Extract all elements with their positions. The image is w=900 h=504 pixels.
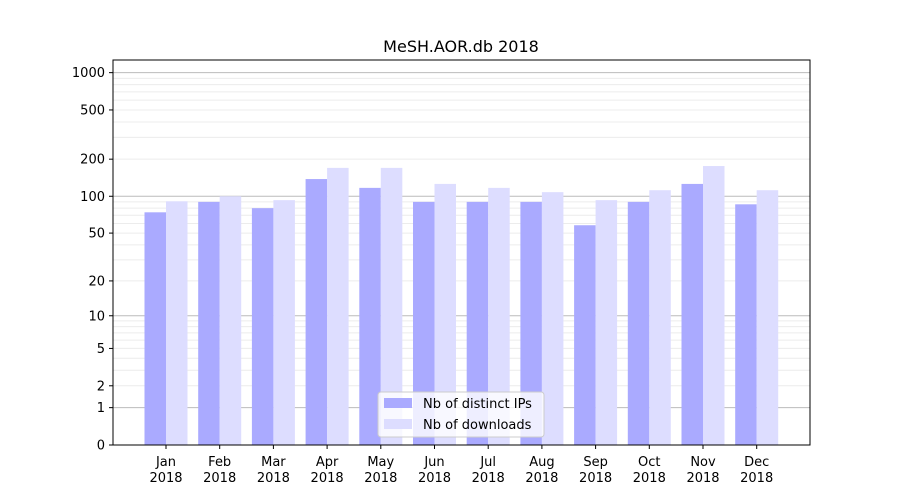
bar-distinct-ips bbox=[305, 179, 328, 445]
bar-distinct-ips bbox=[627, 201, 650, 445]
y-axis: 0 1 2 5 10 20 50 100 200 500 1000 bbox=[72, 66, 113, 454]
y-tick-label: 500 bbox=[80, 103, 105, 118]
bar-downloads bbox=[434, 183, 456, 445]
legend-box bbox=[377, 391, 545, 438]
bar-distinct-ips bbox=[520, 201, 542, 445]
legend-label-downloads: Nb of downloads bbox=[423, 418, 532, 433]
bar-downloads bbox=[488, 187, 510, 445]
bar-downloads bbox=[219, 196, 242, 445]
bar-distinct-ips bbox=[413, 201, 435, 445]
bar-distinct-ips bbox=[735, 204, 757, 445]
x-tick-label: Nov 2018 bbox=[686, 455, 719, 486]
y-tick-label: 0 bbox=[97, 439, 105, 454]
bar-downloads bbox=[756, 190, 779, 445]
bar-distinct-ips bbox=[198, 201, 220, 445]
bar-distinct-ips bbox=[574, 225, 596, 445]
y-tick-label: 5 bbox=[97, 342, 105, 357]
y-tick-label: 2 bbox=[97, 379, 105, 394]
x-tick-label: Dec 2018 bbox=[740, 455, 773, 486]
y-tick-label: 20 bbox=[88, 274, 105, 289]
legend-label-ips: Nb of distinct IPs bbox=[423, 397, 532, 412]
x-tick-label: Jul 2018 bbox=[472, 455, 505, 486]
legend-swatch-ips bbox=[384, 398, 412, 408]
x-tick-label: Feb 2018 bbox=[203, 455, 236, 486]
x-tick-label: Apr 2018 bbox=[311, 455, 344, 486]
legend: Nb of distinct IPs Nb of downloads bbox=[377, 391, 545, 438]
x-tick-label: Jun 2018 bbox=[418, 455, 451, 486]
bar-downloads bbox=[649, 190, 671, 445]
plot-frame bbox=[112, 59, 811, 446]
y-tick-label: 1 bbox=[97, 401, 105, 416]
bar-downloads bbox=[541, 192, 564, 445]
y-tick-label: 100 bbox=[80, 190, 105, 205]
bar-distinct-ips bbox=[466, 201, 489, 445]
x-tick-label: May 2018 bbox=[364, 455, 397, 486]
bar-downloads bbox=[595, 200, 618, 445]
x-tick-label: Oct 2018 bbox=[633, 455, 666, 486]
x-tick-label: Sep 2018 bbox=[579, 455, 612, 486]
y-tick-label: 50 bbox=[88, 227, 105, 242]
legend-swatch-downloads bbox=[384, 419, 412, 429]
bar-downloads bbox=[273, 200, 295, 445]
x-axis: Jan 2018 Feb 2018 Mar 2018 Apr 2018 May 2018 Jun 20… bbox=[149, 445, 773, 486]
bar-downloads bbox=[166, 201, 188, 445]
chart-title: MeSH.AOR.db 2018 bbox=[383, 37, 539, 56]
bar-distinct-ips bbox=[251, 208, 274, 445]
x-tick-label: Aug 2018 bbox=[525, 455, 558, 486]
bar-downloads bbox=[380, 167, 403, 445]
bar-downloads bbox=[703, 166, 725, 445]
bar-distinct-ips bbox=[144, 212, 166, 445]
x-tick-label: Jan 2018 bbox=[149, 455, 182, 486]
bar-distinct-ips bbox=[681, 183, 703, 445]
bar-distinct-ips bbox=[359, 187, 381, 445]
bars bbox=[144, 166, 779, 445]
y-tick-label: 1000 bbox=[72, 66, 105, 81]
bar-downloads bbox=[327, 167, 349, 445]
x-tick-label: Mar 2018 bbox=[257, 455, 290, 486]
y-tick-label: 200 bbox=[80, 153, 105, 168]
y-tick-label: 10 bbox=[88, 309, 105, 324]
